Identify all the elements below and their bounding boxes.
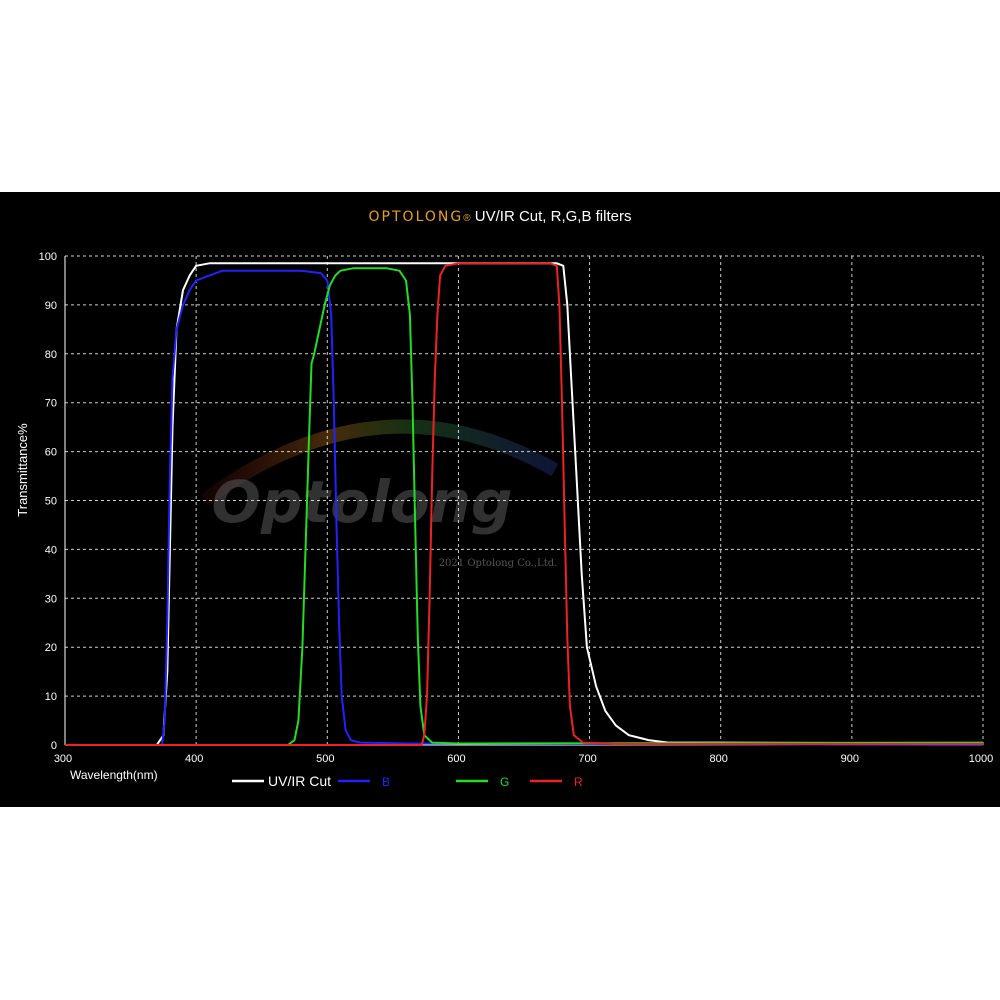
y-tick-label: 0 [51, 740, 57, 752]
chart-panel [0, 192, 1000, 807]
x-tick-label: 900 [841, 753, 859, 765]
x-tick-label: 500 [316, 753, 334, 765]
legend-label-r: R [574, 775, 583, 789]
x-tick-label: 400 [185, 753, 203, 765]
y-tick-label: 40 [45, 544, 57, 556]
series-line-r [65, 262, 983, 746]
y-tick-label: 20 [45, 642, 57, 654]
legend-label-b: B [382, 775, 390, 789]
registered-mark: ® [463, 213, 471, 224]
tick-labels: 300 400 500 600 700 800 900 1000 0 10 20 30 40 50 60 70… [39, 251, 994, 765]
y-tick-label: 50 [45, 496, 57, 508]
y-tick-label: 60 [45, 447, 57, 459]
legend: UV/IR Cut B G R [232, 773, 583, 789]
watermark: Optolong 2021 Optolong Co.,Ltd. [200, 419, 559, 569]
x-tick-label: 1000 [969, 753, 993, 765]
y-tick-label: 80 [45, 349, 57, 361]
watermark-arc [200, 419, 559, 506]
x-axis-label: Wavelength(nm) [70, 768, 158, 782]
y-tick-label: 30 [45, 593, 57, 605]
y-tick-label: 10 [45, 691, 57, 703]
series-line-b [65, 269, 984, 746]
x-tick-label: 700 [578, 753, 596, 765]
series-lines [65, 262, 984, 746]
y-tick-label: 90 [45, 300, 57, 312]
x-tick-label: 800 [710, 753, 728, 765]
chart-header: OPTOLONG® UV/IR Cut, R,G,B filters [0, 208, 1000, 225]
watermark-logo: Optolong [212, 468, 513, 536]
legend-label-g: G [500, 775, 509, 789]
x-tick-label: 600 [447, 753, 465, 765]
brand-logo-text: OPTOLONG [368, 209, 464, 225]
y-axis-label: Transmittance% [15, 423, 30, 517]
x-tick-label: 300 [54, 753, 72, 765]
series-line-uv-ir-cut [65, 262, 984, 746]
y-tick-label: 70 [45, 398, 57, 410]
series-line-g [65, 267, 984, 746]
grid [65, 255, 984, 745]
legend-label-uv-ir-cut: UV/IR Cut [268, 773, 331, 789]
watermark-copyright: 2021 Optolong Co.,Ltd. [439, 558, 558, 569]
y-tick-label: 100 [39, 251, 57, 263]
chart-title: UV/IR Cut, R,G,B filters [474, 208, 632, 225]
